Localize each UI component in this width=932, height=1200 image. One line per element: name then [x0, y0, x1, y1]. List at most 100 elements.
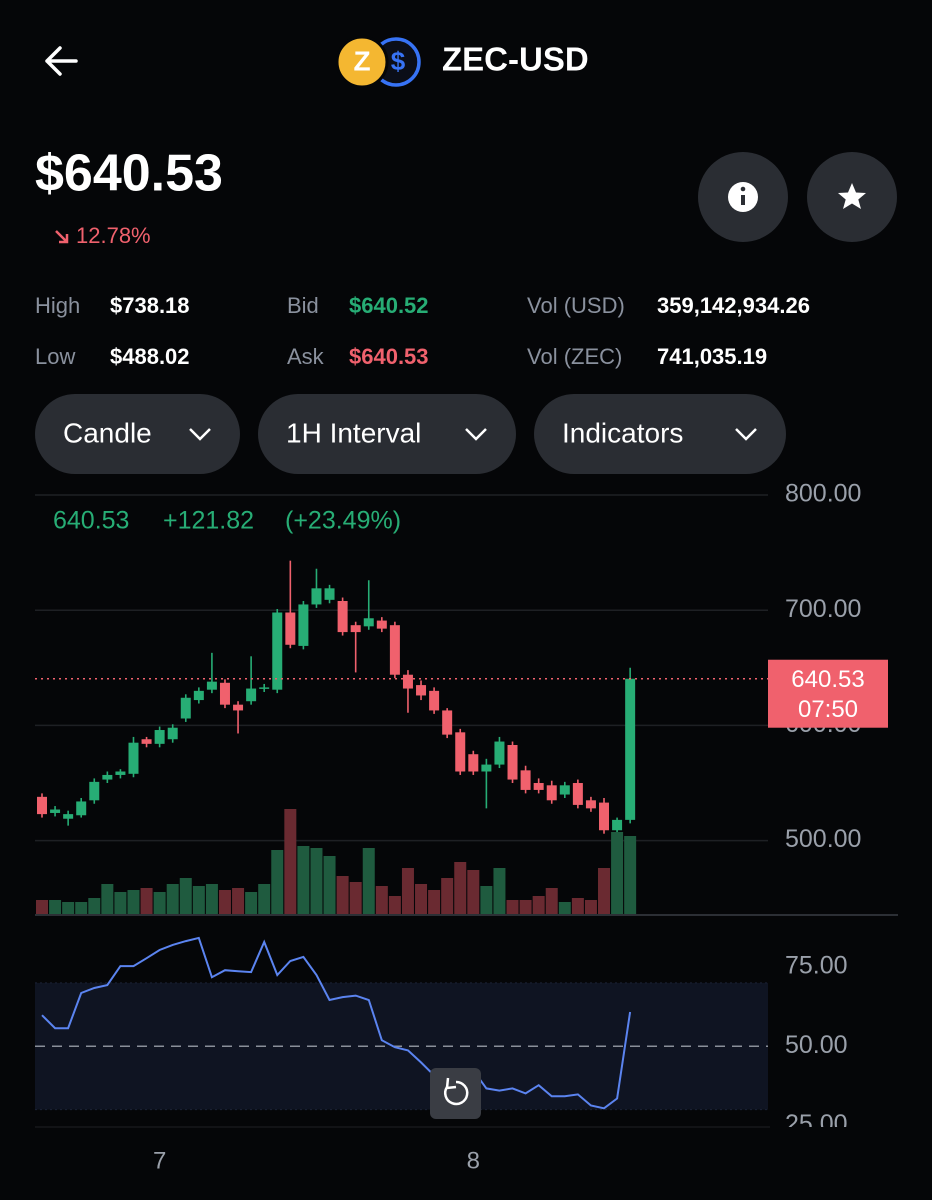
y-tick-label: 50.00 [785, 1031, 848, 1059]
candle-body [599, 802, 610, 831]
stat-value: $738.18 [110, 293, 190, 318]
volume-bar [323, 856, 336, 914]
chevron [465, 428, 487, 441]
star-icon [838, 183, 866, 209]
reset-icon [444, 1080, 469, 1106]
volume-bar [454, 862, 467, 914]
control-button[interactable]: Indicators [534, 394, 786, 474]
candle-body [128, 742, 139, 774]
volume-bar [480, 886, 493, 914]
y-tick-label: 500.00 [785, 825, 861, 853]
reset-icon-head [445, 1077, 457, 1090]
candle-body [180, 697, 191, 719]
y-tick-label: 700.00 [785, 595, 861, 623]
legend-text: +121.82 [163, 507, 254, 535]
candle-body [546, 785, 557, 801]
x-tick-label: 7 [153, 1147, 166, 1174]
candle-body [141, 739, 152, 744]
volume-bar [493, 868, 506, 914]
stat-label: Vol (ZEC) [527, 344, 622, 369]
candle-body [468, 754, 479, 772]
stat-label: Bid [287, 293, 319, 318]
control-button[interactable]: Candle [35, 394, 240, 474]
candle-body [350, 625, 361, 633]
back-button[interactable] [45, 46, 78, 76]
volume-bar [310, 848, 323, 914]
volume-bar [558, 902, 571, 914]
x-tick-label: 8 [467, 1147, 480, 1174]
reset-button[interactable] [430, 1068, 481, 1119]
base-icon-glyph: Z [353, 45, 370, 76]
stat-value: $640.53 [349, 344, 429, 369]
candle-body [50, 809, 61, 813]
base-icon [335, 35, 389, 89]
y-tick-label: 75.00 [785, 952, 848, 980]
candle-body [154, 730, 165, 744]
candle-body [429, 690, 440, 711]
candle-body [206, 681, 217, 690]
candle-body [507, 744, 518, 780]
price: $640.53 [35, 145, 223, 203]
volume-bar [245, 892, 258, 914]
volume-bar [571, 898, 584, 914]
candle-body [246, 688, 257, 702]
volume-bar [114, 892, 127, 914]
volume-bar [49, 900, 62, 914]
candle-body [233, 704, 244, 711]
volume-bar [401, 868, 414, 914]
volume-bar [362, 848, 375, 914]
volume-bar [441, 878, 454, 914]
chevron [189, 428, 211, 441]
control-button-bg [35, 394, 240, 474]
volume-bar [101, 884, 114, 914]
candle-body [612, 819, 623, 831]
y-tick-label: 800.00 [785, 480, 861, 508]
title: ZEC-USD [442, 41, 589, 78]
volume-bar [88, 898, 101, 914]
volume-bar [598, 868, 611, 914]
candle-body [416, 685, 427, 696]
candle-body [102, 774, 113, 780]
candle-body [363, 618, 374, 627]
control-button[interactable]: 1H Interval [258, 394, 516, 474]
volume-bar [179, 878, 192, 914]
volume-bar [611, 832, 624, 914]
info-button[interactable] [698, 152, 788, 242]
stat-value: $640.52 [349, 293, 429, 318]
legend-text: 640.53 [53, 507, 129, 535]
price-tag-value: 640.53 [791, 666, 864, 693]
control-label: Indicators [562, 417, 683, 448]
control-label: 1H Interval [286, 417, 421, 448]
candle-body [324, 588, 335, 600]
volume-bar [218, 890, 231, 914]
stat-label: Low [35, 344, 75, 369]
volume-bar [258, 884, 271, 914]
control-label: Candle [63, 417, 152, 448]
candle-body [337, 600, 348, 633]
volume-bar [166, 884, 179, 914]
reset-button-bg [430, 1068, 481, 1119]
bottom-cover [0, 1127, 932, 1200]
volume-bar [624, 836, 637, 914]
candle-body [193, 690, 204, 701]
candle-body [37, 796, 47, 815]
volume-bar [232, 888, 245, 914]
candle-body [311, 588, 322, 605]
candle-body [481, 764, 492, 772]
volume-bar [271, 850, 284, 914]
chevron [735, 428, 757, 441]
candle-body [625, 678, 636, 820]
volume-bar [284, 809, 297, 914]
candle-body [533, 783, 544, 790]
volume-bar [140, 888, 153, 914]
candle-body [455, 732, 466, 772]
favorite-button[interactable] [807, 152, 897, 242]
volume-bar [192, 886, 205, 914]
candle-body [442, 710, 453, 735]
volume-bar [388, 896, 401, 914]
candle-body [259, 687, 270, 689]
price-tag-countdown: 07:50 [798, 696, 858, 723]
legend-text: (+23.49%) [285, 507, 401, 535]
stat-value: 359,142,934.26 [657, 293, 810, 318]
volume-bar [62, 902, 75, 914]
